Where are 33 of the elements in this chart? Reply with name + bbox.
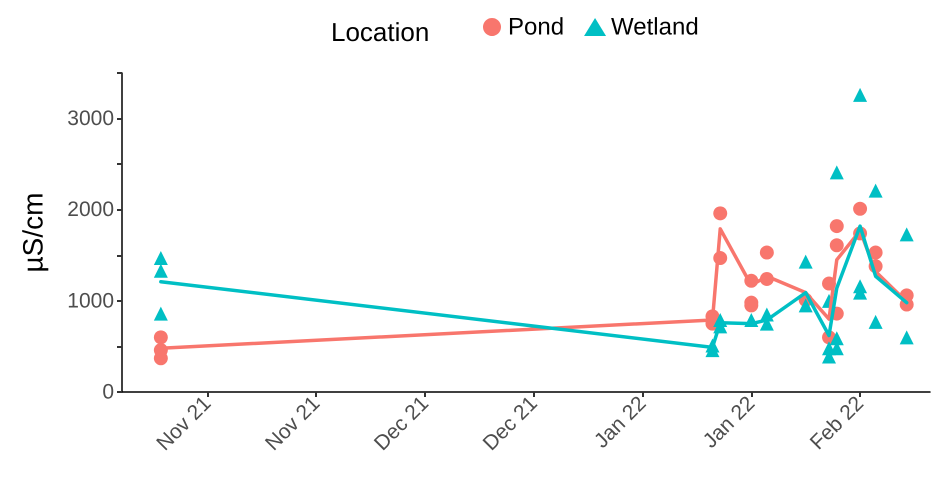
y-axis-title: µS/cm xyxy=(18,192,48,272)
point xyxy=(798,298,813,312)
x-tick-label: Feb 22 xyxy=(806,392,868,454)
point xyxy=(900,330,914,344)
point xyxy=(853,88,868,102)
point xyxy=(713,206,728,220)
point xyxy=(154,264,168,278)
point xyxy=(760,246,774,260)
point xyxy=(868,184,883,198)
point xyxy=(853,202,868,216)
point xyxy=(830,219,844,234)
y-tick-label: 0 xyxy=(102,380,114,404)
x-tick-label: Nov 21 xyxy=(261,392,324,456)
point xyxy=(830,238,844,252)
point xyxy=(868,246,883,260)
legend-label: Pond xyxy=(508,14,564,40)
legend-label: Wetland xyxy=(611,14,699,40)
point xyxy=(900,227,914,242)
point xyxy=(154,306,168,321)
x-tick-label: Dec 21 xyxy=(478,392,542,456)
point xyxy=(830,165,844,180)
point xyxy=(868,314,883,329)
point xyxy=(154,251,168,266)
y-tick-label: 2000 xyxy=(67,198,114,222)
x-tick-label: Dec 21 xyxy=(370,392,434,456)
x-tick-label: Jan 22 xyxy=(590,392,651,453)
point xyxy=(154,330,168,344)
legend-title: Location xyxy=(331,17,430,47)
y-tick-label: 1000 xyxy=(67,289,114,312)
y-tick-label: 3000 xyxy=(67,107,114,130)
x-tick-label: Nov 21 xyxy=(152,392,216,456)
x-tick-label: Jan 22 xyxy=(698,392,760,453)
point xyxy=(798,254,813,269)
